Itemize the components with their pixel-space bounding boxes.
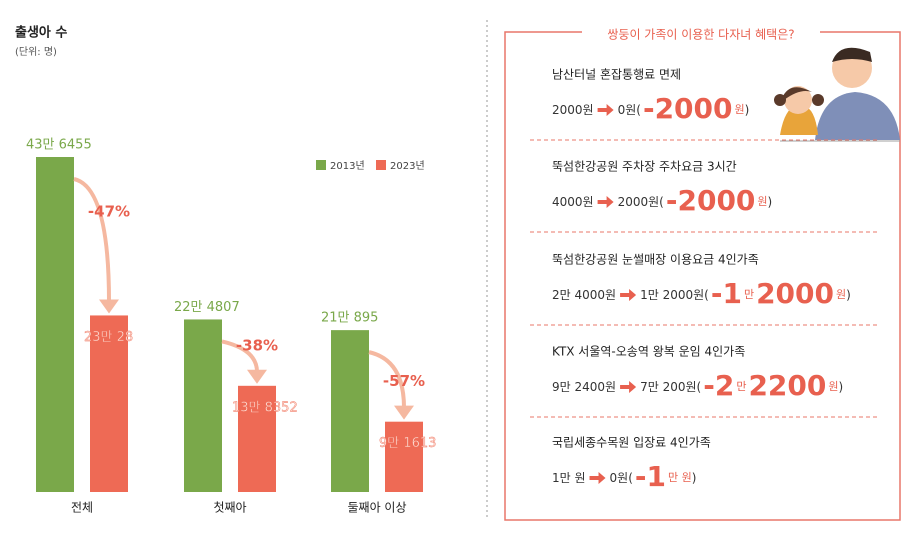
benefit-line: 2만 4000원 1만 2000원(-1 만2000 원) [552,277,851,310]
bar [238,385,276,492]
price-after: 0원( [610,471,633,485]
benefit-line: 1만 원 0원(-1 만 원) [552,460,696,493]
saving-part: 원 [735,103,745,116]
benefit-line: 9만 2400원 7만 200원(-2 만2200 원) [552,369,843,402]
value-label: 43만 6455 [26,138,92,153]
benefit-line: 4000원 2000원(-2000 원) [552,184,772,217]
chart-subtitle: (단위: 명) [15,45,57,58]
x-tick-label: 둘째아 이상 [347,501,406,515]
saving-close: ) [692,471,697,485]
benefit-item-title: 남산터널 혼잡통행료 면제 [552,67,681,82]
benefit-item-title: KTX 서울역-오송역 왕복 운임 4인가족 [552,345,745,359]
saving-part: -2000 [666,184,756,217]
price-before: 4000원 [552,195,594,209]
trend-arrow [221,339,259,372]
bar [385,421,423,492]
saving-close: ) [745,103,750,117]
price-before: 2000원 [552,103,594,117]
x-tick-label: 첫째아 [213,501,246,515]
benefit-item-title: 뚝섬한강공원 주차장 주차요금 3시간 [552,160,737,174]
legend-label: 2013년 [330,160,365,172]
legend-swatch [316,160,326,170]
illustration [774,47,900,142]
saving-part: 원 [828,380,838,393]
bar [184,319,222,492]
chart-title: 출생아 수 [15,25,67,41]
saving-part: -1 [711,277,742,310]
bar [331,330,369,492]
annotation: -57% [383,372,425,390]
benefit-item-title: 국립세종수목원 입장료 4인가족 [552,436,711,450]
saving-part: 만 원 [668,471,692,484]
arrow-icon [597,196,614,208]
trend-arrow [73,177,111,302]
saving-close: ) [846,288,851,302]
benefit-title-bg [582,26,820,42]
trend-arrow-head [99,299,119,314]
arrow-icon [620,289,637,301]
value-label: 22만 4807 [174,300,240,315]
saving-part: 만 [736,380,746,393]
saving-close: ) [768,195,773,209]
trend-arrow-head [394,405,414,420]
benefit-line: 2000원 0원(-2000 원) [552,92,749,125]
price-before: 2만 4000원 [552,288,616,302]
value-label: 13만 8352 [232,400,298,415]
legend-label: 2023년 [390,160,425,172]
legend-swatch [376,160,386,170]
value-label: 23만 28 [84,330,133,345]
saving-part: 원 [757,195,767,208]
trend-arrow-head [247,369,267,384]
bar [90,315,128,492]
benefit-item-title: 뚝섬한강공원 눈썰매장 이용요금 4인가족 [552,253,759,267]
trend-arrow [368,350,406,408]
saving-part: 원 [836,288,846,301]
price-after: 1만 2000원( [640,288,709,302]
saving-part: -2 [703,369,734,402]
saving-close: ) [839,380,844,394]
price-after: 0원( [618,103,641,117]
saving-part: 2000 [756,277,834,310]
saving-part: 만 [744,288,754,301]
saving-part: -1 [635,460,666,493]
price-before: 9만 2400원 [552,380,616,394]
arrow-icon [597,104,614,116]
value-label: 9만 1613 [379,436,436,451]
price-after: 2000원( [618,195,664,209]
arrow-icon [620,381,637,393]
bar [36,157,74,492]
saving-part: 2200 [748,369,826,402]
annotation: -47% [88,203,130,221]
value-label: 21만 895 [321,311,378,326]
x-tick-label: 전체 [71,501,93,515]
price-after: 7만 200원( [640,380,701,394]
saving-part: -2000 [643,92,733,125]
arrow-icon [589,472,606,484]
price-before: 1만 원 [552,471,586,485]
annotation: -38% [236,336,278,354]
benefit-title: 쌍둥이 가족이 이용한 다자녀 혜택은? [607,28,794,42]
